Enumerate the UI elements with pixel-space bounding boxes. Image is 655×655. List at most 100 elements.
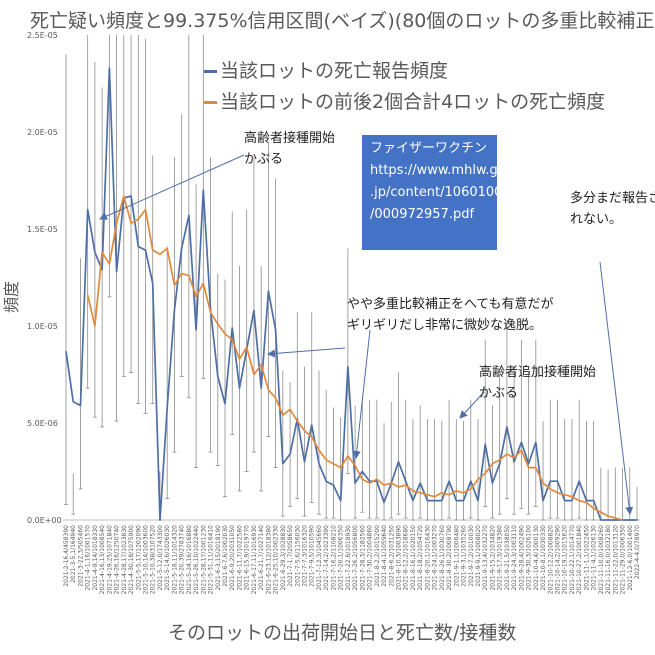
x-tick-label: 2021-9-9,1/1008020	[475, 525, 482, 587]
x-tick-label: 2021-6-23,12/1018380	[265, 525, 272, 595]
x-tick-label: 2021-8-24,1/1003270	[432, 525, 439, 591]
annotation-arrow	[99, 154, 245, 220]
x-tick-label: 2021-4-9,14/1018330	[92, 525, 99, 591]
x-tick-label: 2021-9-1,1/1006480	[453, 525, 460, 587]
x-tick-label: 2021-4-30,18/1075900	[128, 525, 135, 595]
x-tick-label: 2021-5-18,11/1014320	[171, 525, 178, 595]
x-tick-label: 2021-5-24,16/1016880	[186, 525, 193, 595]
annotation-line: ギリギリだし非常に微妙な逸脱。	[347, 318, 543, 333]
x-tick-label: 2021-8-16,1/1020150	[410, 525, 417, 591]
x-tick-label: 2021-8-20,1/1016430	[424, 525, 431, 591]
annotation-line: 高齢者追加接種開始	[479, 365, 597, 380]
source-line: .jp/content/10601000	[370, 185, 511, 200]
x-tick-label: 2021-7-30,2/1004860	[367, 525, 374, 591]
annotation-arrow	[599, 261, 634, 515]
series-lines	[65, 67, 637, 521]
annotation-elderly-start: 高齢者接種開始 かぶる	[244, 128, 335, 170]
annotation-arrows	[99, 154, 634, 515]
x-tick-label: 2021-3-22,3/505460	[78, 525, 85, 587]
x-tick-label: 2021-5-5,17/1202090	[135, 525, 142, 591]
x-tick-label: 2021-11-4,1/1026130	[591, 525, 598, 591]
x-tick-label: 2021-9-15,2/1034820	[489, 525, 496, 591]
x-tick-label: 2021-7-1,7/2058650	[287, 525, 294, 587]
annotation-line: 高齢者接種開始	[244, 131, 336, 146]
x-tick-label: 2021-10-22,1/1014770	[569, 525, 576, 595]
x-tick-label: 2021-8-18,2/1054720	[417, 525, 424, 591]
x-tick-label: 2021-9-21,5/1038050	[504, 525, 511, 591]
x-tick-label: 2021-10-4,4/1000130	[533, 525, 540, 591]
x-tick-label: 2021-10-14,2/1009290	[555, 525, 562, 595]
y-tick-label: 0.0E+00	[27, 516, 62, 525]
source-line: /000972957.pdf	[370, 207, 475, 222]
x-tick-label: 2021-7-16,2/1108210	[330, 525, 337, 591]
legend-label-blue: 当該ロットの死亡報告頻度	[220, 60, 449, 82]
y-tick-label: 2.0E-05	[27, 128, 58, 137]
y-axis-label: 頻度	[2, 280, 22, 314]
y-tick-label: 5.0E-06	[27, 419, 58, 428]
annotation-line: かぶる	[479, 386, 519, 401]
y-tick-label: 1.0E-05	[27, 322, 58, 331]
x-tick-label: 2021-7-20,1/1006350	[338, 525, 345, 591]
annotation-significance: やや多重比較補正をへても有意だが ギリギリだし非常に微妙な逸脱。	[347, 294, 553, 336]
x-tick-label: 2021-11-10,0/1008260	[598, 525, 605, 595]
annotation-line: やや多重比較補正をへても有意だが	[347, 297, 554, 312]
annotation-booster-start: 高齢者追加接種開始 かぶる	[479, 362, 596, 404]
x-tick-label: 2021-4-19,25/1071840	[106, 525, 113, 595]
x-tick-label: 2021-5-10,38/3107520	[150, 525, 157, 595]
x-tick-label: 2021-3-5,1/164940	[70, 525, 77, 583]
x-tick-label: 2021-6-21,7/1027140	[258, 525, 265, 591]
x-tick-label: 2021-8-26,1/1030760	[439, 525, 446, 591]
x-tick-label: 2021-10-27,2/1001840	[576, 525, 583, 595]
x-tick-label: 2021-8-12,2/1018680	[403, 525, 410, 591]
x-tick-label: 2021-11-16,0/1032180	[605, 525, 612, 595]
source-info-box: ファイザーワクチン https://www.mhlw.go .jp/conten…	[362, 135, 511, 250]
x-tick-label: 2021-6-9,20/2031050	[229, 525, 236, 591]
x-tick-label: 2021-9-17,3/1019380	[497, 525, 504, 591]
x-tick-label: 2021-7-5,6/1156030	[294, 525, 301, 587]
x-tick-label: 2021-9-7,2/1010030	[468, 525, 475, 587]
x-tick-label: 2021-4-1,16/1001570	[85, 525, 92, 591]
annotation-arrow	[267, 347, 346, 358]
x-tick-label: 2021-5-10,14/1003600	[143, 525, 150, 595]
y-tick-label: 2.5E-05	[27, 31, 58, 40]
x-tick-label: 2021-8-10,3/1003890	[396, 525, 403, 591]
annotation-arrow	[459, 391, 485, 419]
series-line-lot-frequency	[65, 67, 637, 521]
annotation-not-reported: 多分まだ報告さ れない。	[570, 188, 655, 230]
x-tick-label: 2021-4-16,13/1008540	[99, 525, 106, 595]
x-tick-labels: 2021-2-16,4/458390 2021-3-5,1/164940 2021-…	[63, 525, 641, 595]
x-tick-label: 2021-10-8,1/1030330	[540, 525, 547, 591]
x-tick-label: 2021-5-12,0/1743300	[157, 525, 164, 591]
x-tick-label: 2021-7-14,2/1023390	[323, 525, 330, 591]
x-tick-label: 2021-8-6,2/1031250	[388, 525, 395, 587]
x-axis-label: そのロットの出荷開始日と死亡数/接種数	[168, 622, 517, 644]
x-tick-label: 2021-6-25,10/1002330	[273, 525, 280, 595]
x-tick-label: 2021-7-22,8/1018930	[345, 525, 352, 591]
x-tick-label: 2021-9-30,3/1026100	[526, 525, 533, 591]
x-tick-label: 2021-9-3,1/1035260	[461, 525, 468, 587]
x-tick-label: 2021-7-9,5/1010590	[309, 525, 316, 587]
x-tick-label: 2021-4-28,17/1023830	[121, 525, 128, 595]
x-tick-label: 2021-6-15,9/1019770	[244, 525, 251, 591]
y-tick-label: 1.5E-05	[27, 225, 58, 234]
x-tick-label: 2021-2-16,4/458390	[63, 525, 70, 587]
x-tick-label: 2021-6-11,7/1022580	[237, 525, 244, 591]
x-tick-label: 2021-4-26,16/1250740	[114, 525, 121, 595]
legend-entry-blue: 当該ロットの死亡報告頻度	[204, 56, 448, 83]
source-line: https://www.mhlw.go	[370, 163, 506, 178]
x-tick-label: 2021-6-17,11/1016930	[251, 525, 258, 595]
x-tick-label: 2021-10-12,2/1008820	[547, 525, 554, 595]
legend-entry-orange: 当該ロットの前後2個合計4ロットの死亡頻度	[204, 87, 605, 114]
x-tick-label: 2021-12-6,0/1001400	[627, 525, 634, 591]
x-tick-label: 2021-9-28,4/1002490	[518, 525, 525, 591]
x-tick-label: 2021-9-24,3/1003110	[511, 525, 518, 591]
x-tick-label: 2021-6-7,6/1002030	[222, 525, 229, 587]
x-tick-label: 2021-7-7,3/1016320	[302, 525, 309, 587]
legend-swatch-blue	[204, 70, 217, 73]
x-tick-label: 2022-4-4,0/78970	[634, 525, 641, 579]
x-tick-label: 2021-7-26,2/1056800	[352, 525, 359, 591]
x-tick-label: 2021-8-2,2/1015200	[374, 525, 381, 587]
series-line-4lot-frequency	[86, 195, 623, 521]
x-tick-label: 2021-5-20,39/2783740	[179, 525, 186, 595]
